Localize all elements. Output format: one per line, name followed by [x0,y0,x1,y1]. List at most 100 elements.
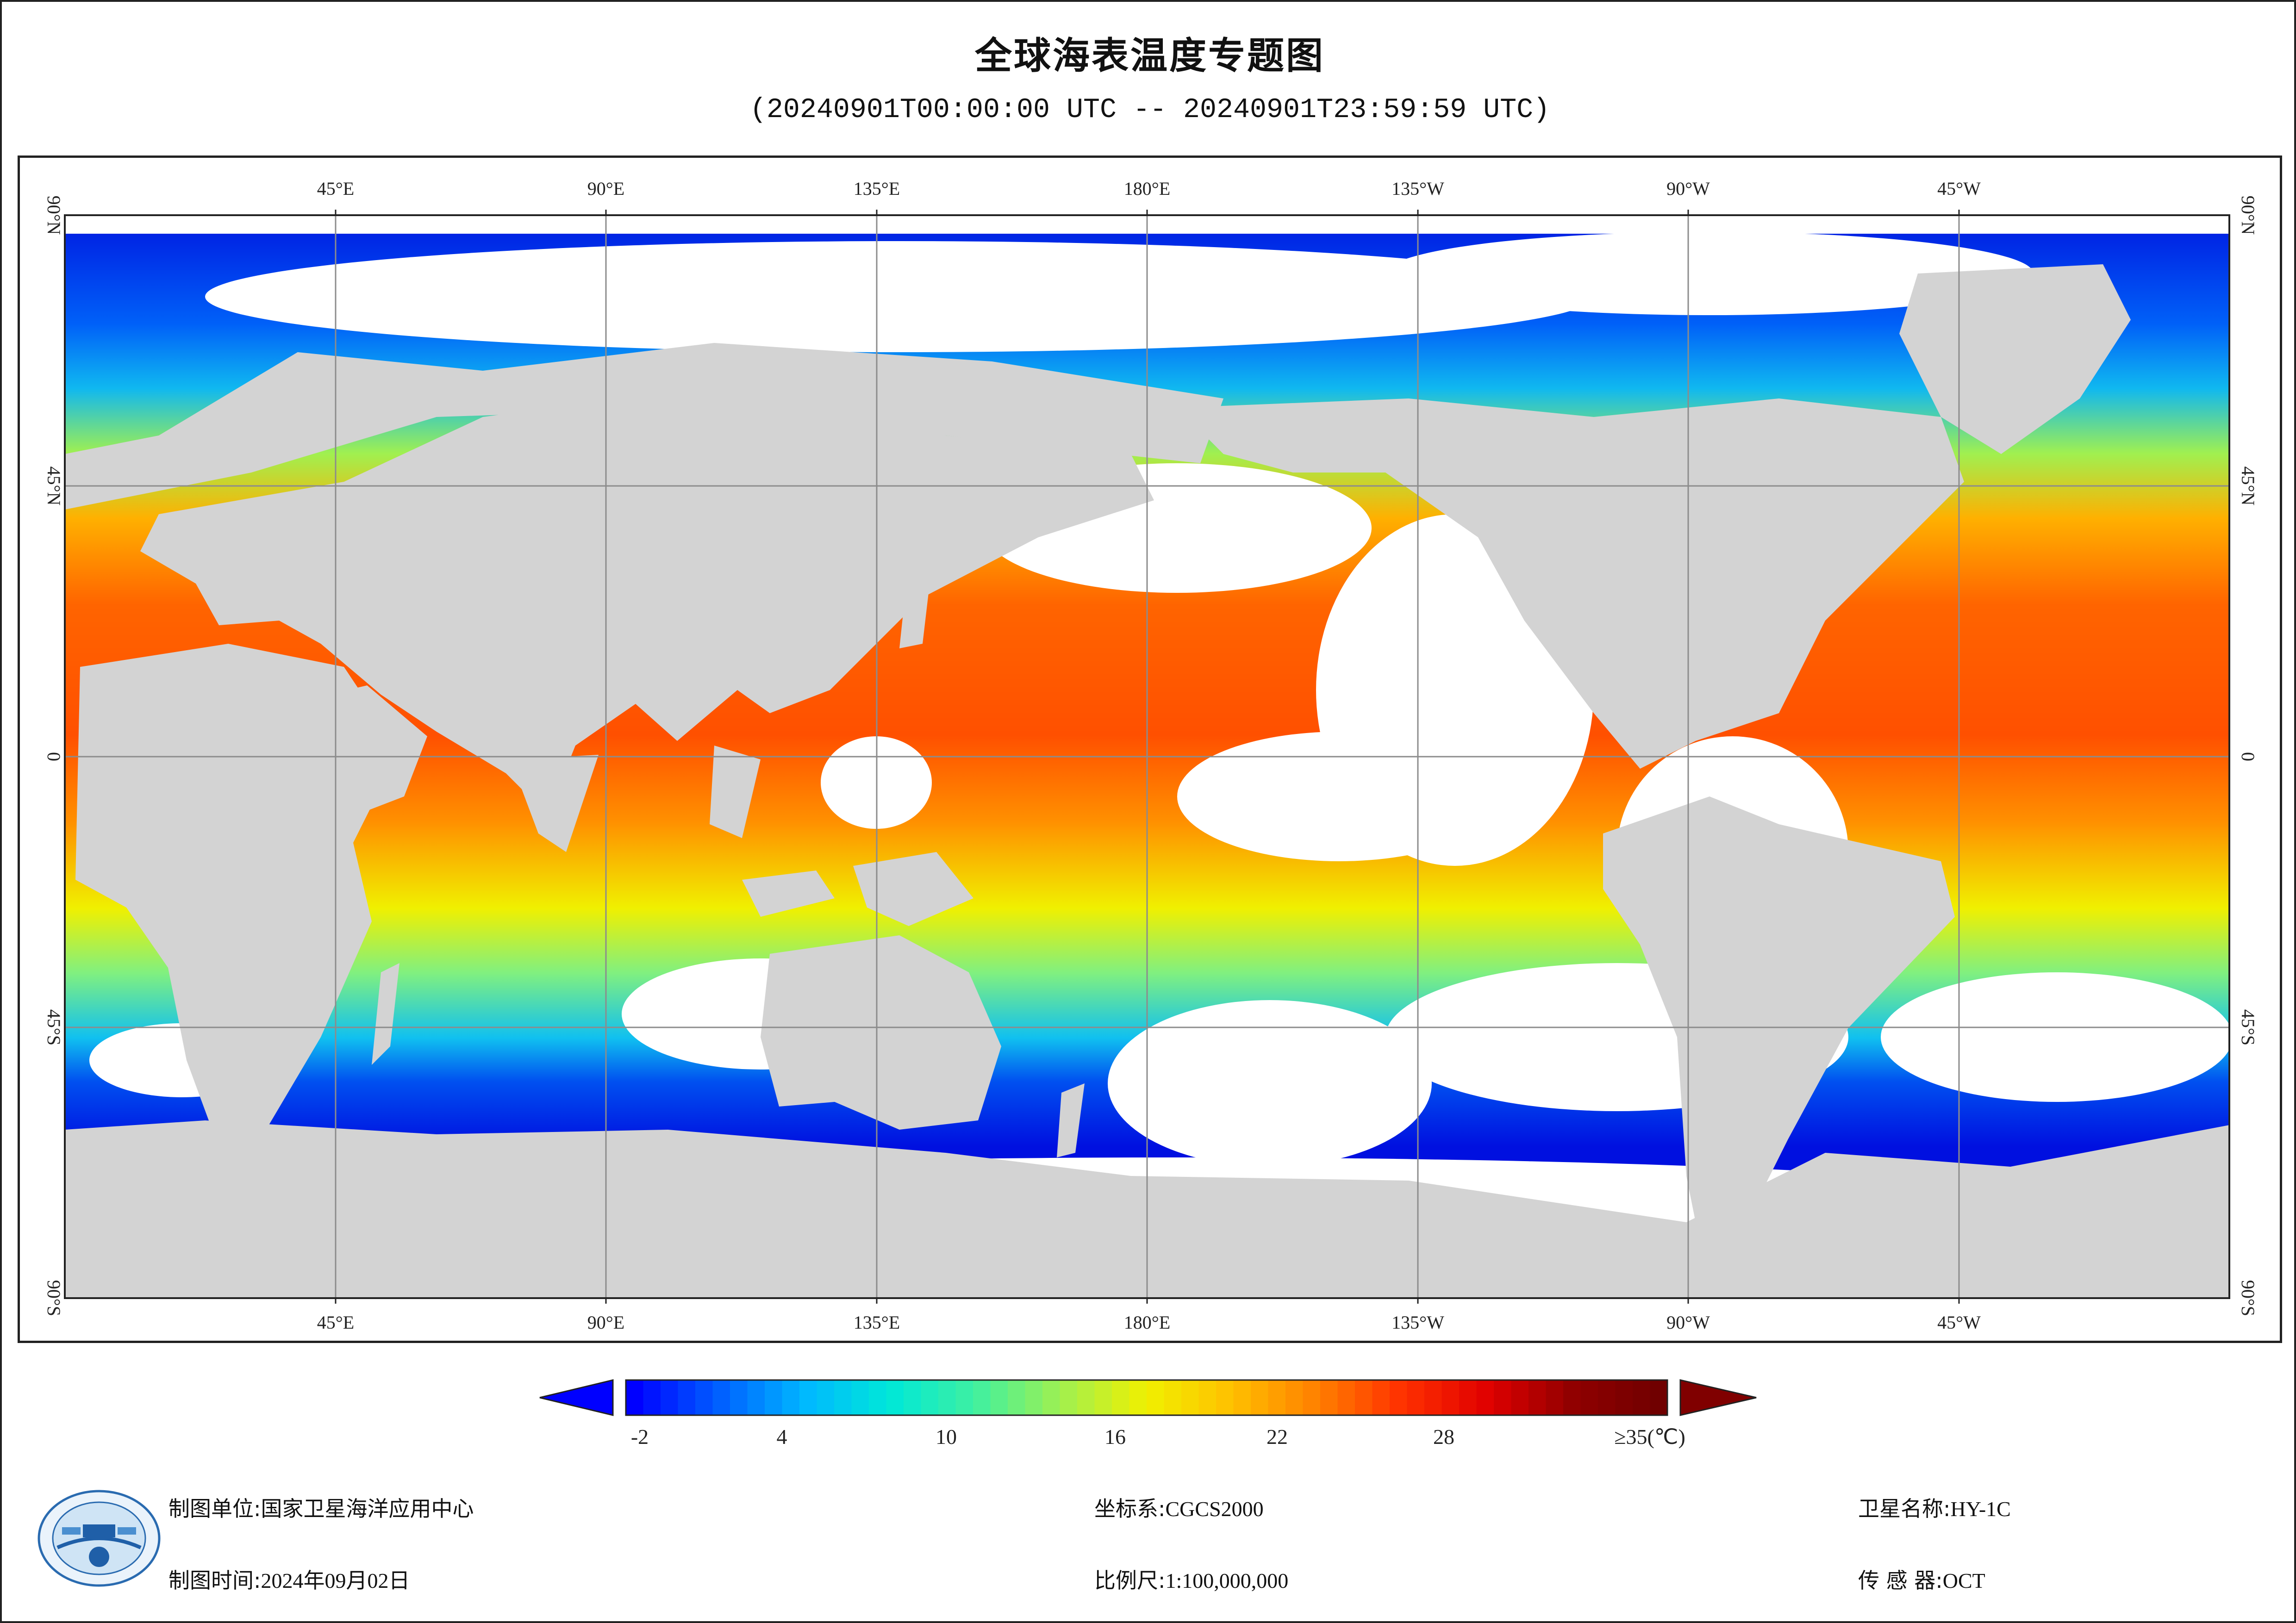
scale-value: 1:100,000,000 [1165,1569,1289,1592]
lat-label-left: 45°S [44,1009,64,1045]
lon-label-bottom: 135°E [854,1312,900,1333]
lon-label-bottom: 135°W [1391,1312,1444,1333]
lon-label-top: 180°E [1124,178,1170,199]
colorbar-step [1320,1380,1338,1415]
colorbar-step [1233,1380,1251,1415]
lon-label-bottom: 90°W [1666,1312,1710,1333]
map-scale: 比例尺:1:100,000,000 [1094,1564,1288,1594]
colorbar-step [904,1380,922,1415]
colorbar-step [1337,1380,1355,1415]
colorbar-steps [626,1380,1668,1415]
graticule [65,215,2229,1298]
sensor-name: 传 感 器:OCT [1858,1564,1985,1594]
colorbar-step [1077,1380,1095,1415]
lat-label-right: 90°N [2238,196,2259,235]
colorbar-step [1563,1380,1581,1415]
colorbar-step [990,1380,1008,1415]
colorbar-step [938,1380,956,1415]
colorbar-step [1633,1380,1651,1415]
colorbar-step [1112,1380,1130,1415]
map-title: 全球海表温度专题图 [975,34,1325,77]
mapping-date-value: 2024年09月02日 [261,1569,410,1592]
sst-map: 45°E 90°E 135°E 180°E 135°W 90°W 45°W 45… [44,178,2259,1333]
colorbar-step [1372,1380,1390,1415]
colorbar-step [1216,1380,1234,1415]
colorbar-tick-label: 10 [936,1425,957,1449]
colorbar-step [1094,1380,1112,1415]
lon-label-bottom: 45°W [1937,1312,1981,1333]
colorbar-step [1650,1380,1668,1415]
mapping-org-label: 制图单位: [168,1496,261,1521]
lon-label-bottom: 90°E [587,1312,624,1333]
lat-label-right: 0 [2238,752,2259,761]
colorbar-step [1441,1380,1460,1415]
colorbar-step [1008,1380,1026,1415]
lon-label-top: 90°E [587,178,624,199]
lat-label-right: 45°N [2238,466,2259,506]
colorbar-step [1147,1380,1165,1415]
colorbar-step [1268,1380,1286,1415]
lat-label-right: 90°S [2238,1280,2259,1316]
colorbar-step [1615,1380,1633,1415]
colorbar-step [1303,1380,1321,1415]
lat-labels-right: 90°N 45°N 0 45°S 90°S [2238,196,2259,1317]
colorbar-border [625,1379,1668,1416]
colorbar-step [955,1380,973,1415]
colorbar-step [1060,1380,1078,1415]
colorbar-tick-label: ≥35(℃) [1614,1425,1685,1449]
lon-labels-top: 45°E 90°E 135°E 180°E 135°W 90°W 45°W [317,178,1981,199]
colorbar-tick-label: 16 [1104,1425,1126,1449]
mapping-org: 制图单位:国家卫星海洋应用中心 [168,1492,474,1523]
colorbar-step [1476,1380,1494,1415]
colorbar-step [747,1380,765,1415]
colorbar-step [817,1380,835,1415]
colorbar-step [1459,1380,1477,1415]
lat-label-left: 90°S [44,1280,64,1316]
mapping-org-value: 国家卫星海洋应用中心 [261,1496,474,1521]
lat-label-left: 0 [44,752,64,761]
colorbar-step [1424,1380,1442,1415]
colorbar-step [695,1380,713,1415]
lat-label-left: 90°N [44,196,64,235]
colorbar-step [1494,1380,1512,1415]
colorbar-min-arrow [539,1379,614,1416]
lon-label-top: 135°W [1391,178,1444,199]
sensor-value: OCT [1942,1569,1985,1592]
mapping-date: 制图时间:2024年09月02日 [168,1564,410,1594]
map-time-range: (20240901T00:00:00 UTC -- 20240901T23:59… [749,94,1550,126]
lon-label-bottom: 45°E [317,1312,354,1333]
lon-label-top: 90°W [1666,178,1710,199]
colorbar-step [1129,1380,1147,1415]
colorbar-step [799,1380,817,1415]
colorbar-step [1511,1380,1529,1415]
colorbar-step [1407,1380,1425,1415]
satellite-label: 卫星名称: [1858,1496,1951,1521]
colorbar-max-arrow [1679,1379,1757,1416]
colorbar-step [973,1380,991,1415]
lon-label-top: 45°E [317,178,354,199]
colorbar-step [851,1380,869,1415]
colorbar-step [626,1380,644,1415]
colorbar-step [730,1380,748,1415]
colorbar-step [1598,1380,1616,1415]
map-plot-area [65,215,2229,1298]
lon-label-top: 135°E [854,178,900,199]
colorbar-step [1546,1380,1564,1415]
colorbar-tick-label: 4 [777,1425,787,1449]
colorbar-step [1251,1380,1269,1415]
tick-marks [335,210,1960,1304]
crs-label: 坐标系: [1094,1496,1166,1521]
lat-label-right: 45°S [2238,1009,2259,1045]
colorbar-step [834,1380,852,1415]
colorbar-step [1390,1380,1408,1415]
colorbar-step [1285,1380,1304,1415]
colorbar-step [869,1380,887,1415]
colorbar-step [678,1380,696,1415]
colorbar-step [921,1380,939,1415]
colorbar-step [1164,1380,1182,1415]
lat-label-left: 45°N [44,466,64,506]
scale-label: 比例尺: [1094,1568,1166,1593]
colorbar-tick-label: 28 [1433,1425,1454,1449]
colorbar-tick-label: -2 [631,1425,649,1449]
